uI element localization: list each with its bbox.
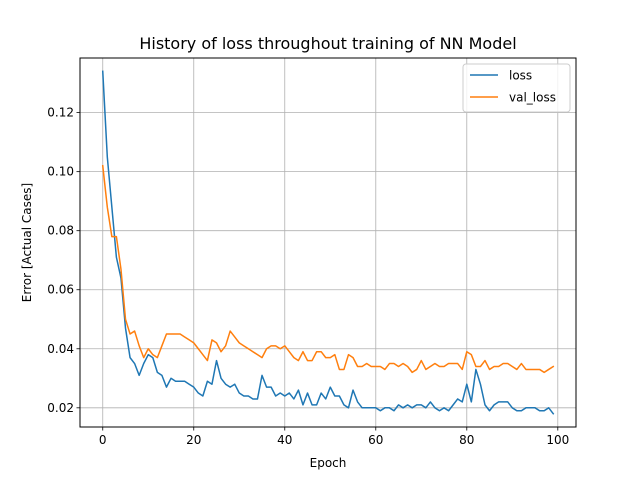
axis-ticks: 0 20 40 60 80 100 0.02 0.04 0.06 0.08 0.10 0.12: [47, 106, 569, 447]
x-tick-label: 40: [277, 433, 292, 447]
y-tick-label: 0.02: [47, 401, 74, 415]
legend: loss val_loss: [462, 63, 571, 113]
x-tick-label: 20: [186, 433, 201, 447]
x-tick-label: 80: [459, 433, 474, 447]
series-line-val-loss: [101, 164, 555, 374]
legend-box: [462, 63, 571, 113]
x-tick-label: 100: [546, 433, 569, 447]
legend-label-loss: loss: [509, 69, 532, 83]
x-tick-label: 0: [99, 433, 107, 447]
y-tick-label: 0.10: [47, 165, 74, 179]
y-tick-label: 0.12: [47, 106, 74, 120]
series-lines: [101, 70, 555, 415]
series-line-loss: [101, 70, 555, 415]
plot-area: [80, 58, 576, 427]
plot-frame: [79, 57, 577, 428]
y-tick-label: 0.08: [47, 224, 74, 238]
chart-title: History of loss throughout training of N…: [139, 34, 516, 53]
grid-lines: [80, 58, 576, 427]
y-tick-label: 0.04: [47, 342, 74, 356]
x-axis-label: Epoch: [310, 456, 347, 470]
y-axis-label: Error [Actual Cases]: [20, 183, 34, 302]
x-tick-label: 60: [368, 433, 383, 447]
legend-label-val-loss: val_loss: [509, 91, 556, 105]
y-tick-label: 0.06: [47, 283, 74, 297]
